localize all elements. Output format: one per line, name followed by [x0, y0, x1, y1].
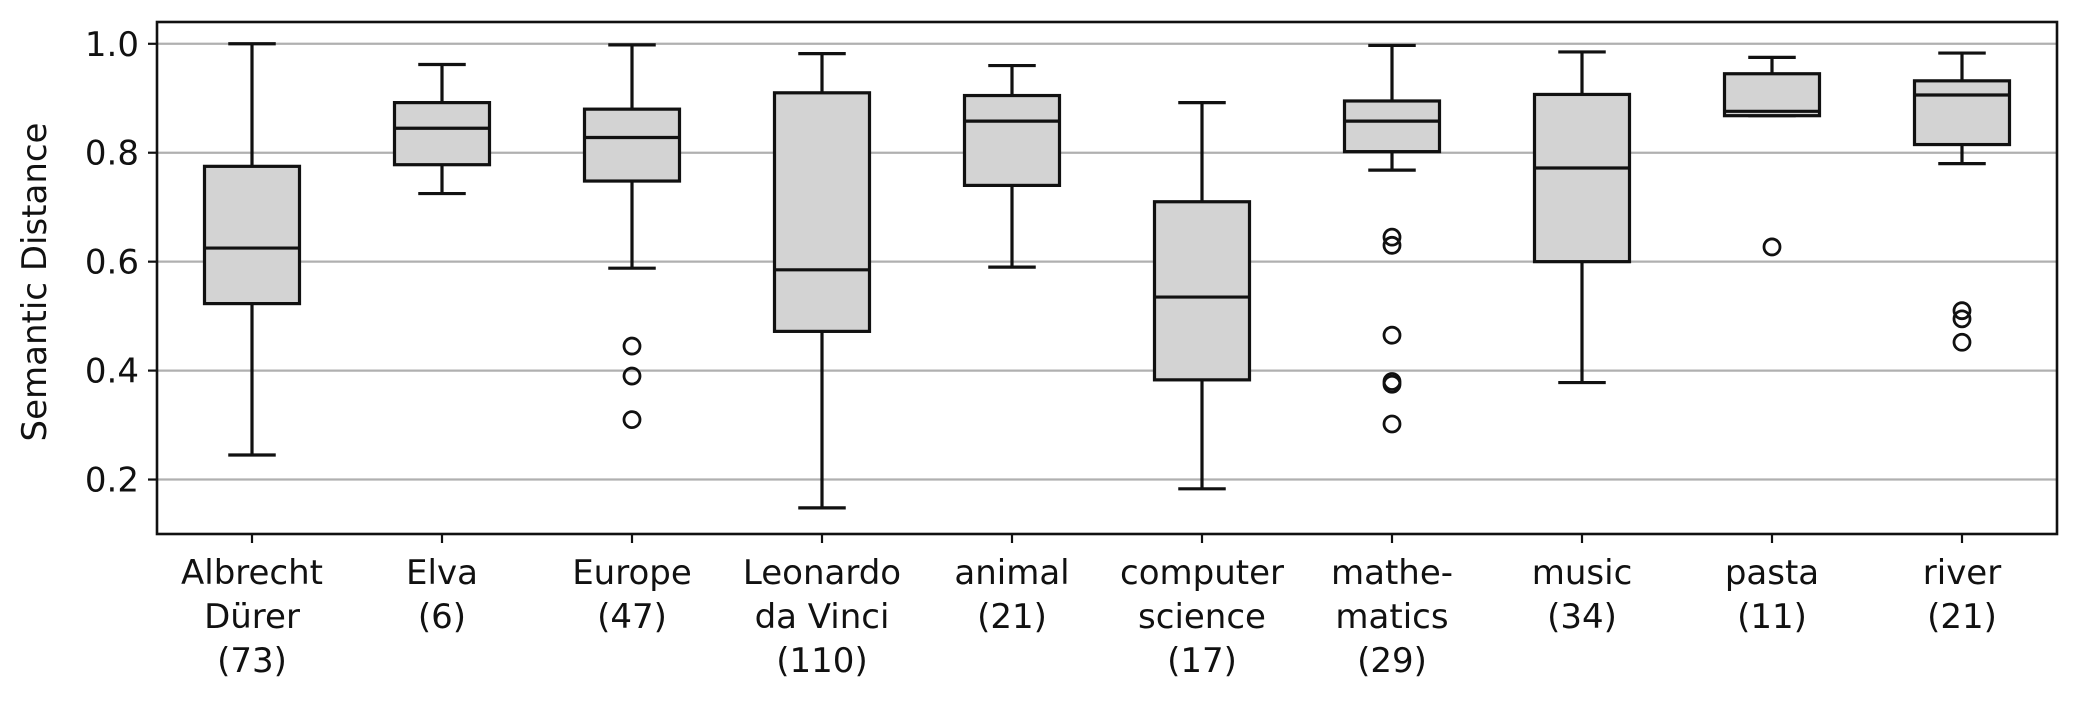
iqr-box — [582, 107, 682, 183]
y-axis-label: Semantic Distance — [15, 123, 55, 442]
y-axis: 0.2 0.4 0.6 0.8 1.0 — [85, 25, 157, 501]
x-tick-label-line: Leonardo — [743, 553, 901, 593]
x-tick-label-line: river — [1923, 553, 2001, 593]
x-tick-label-line: science — [1138, 597, 1266, 637]
outlier-point — [1382, 227, 1402, 247]
x-tick-label-line: (34) — [1547, 597, 1617, 637]
iqr-box — [962, 93, 1062, 188]
box-3 — [772, 51, 872, 510]
box-4 — [962, 63, 1062, 269]
x-tick-label-line: Elva — [406, 553, 478, 593]
plot-frame — [155, 20, 2059, 536]
y-tick-label: 0.4 — [85, 352, 139, 392]
x-tick-label-line: (17) — [1167, 641, 1237, 681]
x-tick-label: Leonardo da Vinci (110) — [743, 553, 901, 681]
x-tick-label: mathe-matics (29) — [1331, 553, 1453, 681]
x-tick-label-line: matics — [1335, 597, 1448, 637]
box-8 — [1722, 55, 1822, 257]
box-5 — [1152, 101, 1252, 491]
box-9 — [1912, 51, 2012, 352]
iqr-box — [202, 164, 302, 306]
x-tick-label-line: (21) — [1927, 597, 1997, 637]
x-tick-label-line: pasta — [1725, 553, 1819, 593]
x-tick-label-line: (11) — [1737, 597, 1807, 637]
outlier-point — [622, 366, 642, 386]
iqr-box — [1532, 92, 1632, 264]
outlier-point — [622, 410, 642, 430]
x-tick-label: computer science (17) — [1120, 553, 1284, 681]
outlier-point — [1952, 309, 1972, 329]
x-tick-label: river (21) — [1923, 553, 2001, 637]
iqr-box — [1722, 72, 1822, 118]
x-tick-label-line: (47) — [597, 597, 667, 637]
outlier-point — [622, 336, 642, 356]
x-tick-label-line: (29) — [1357, 641, 1427, 681]
outlier-point — [1952, 301, 1972, 321]
x-tick-label-line: mathe- — [1331, 553, 1453, 593]
x-axis: Albrecht Dürer (73) Elva (6) Europe (47) Leonar… — [181, 534, 2001, 681]
iqr-box — [1342, 99, 1442, 154]
box-2 — [582, 43, 682, 430]
outlier-point — [1382, 374, 1402, 394]
x-tick-label: music (34) — [1532, 553, 1633, 637]
x-tick-label-line: Albrecht — [181, 553, 323, 593]
iqr-box — [1912, 79, 2012, 147]
x-tick-label-line: (21) — [977, 597, 1047, 637]
outlier-point — [1382, 414, 1402, 434]
box-1 — [392, 62, 492, 196]
box-0 — [202, 42, 302, 457]
x-tick-label: Europe (47) — [572, 553, 692, 637]
box-6 — [1342, 43, 1442, 434]
x-tick-label-line: (6) — [418, 597, 466, 637]
outlier-point — [1762, 237, 1782, 257]
x-tick-label-line: (110) — [776, 641, 867, 681]
x-tick-label-line: computer — [1120, 553, 1284, 593]
y-tick-label: 1.0 — [85, 25, 139, 65]
x-tick-label: pasta (11) — [1725, 553, 1819, 637]
y-tick-label: 0.2 — [85, 461, 139, 501]
x-tick-label: animal (21) — [954, 553, 1069, 637]
y-tick-label: 0.8 — [85, 134, 139, 174]
outlier-point — [1382, 235, 1402, 255]
x-tick-label: Albrecht Dürer (73) — [181, 553, 323, 681]
iqr-box — [392, 101, 492, 167]
box-7 — [1532, 50, 1632, 385]
outlier-point — [1952, 332, 1972, 352]
box-series — [202, 42, 2012, 510]
x-tick-label-line: music — [1532, 553, 1633, 593]
y-tick-label: 0.6 — [85, 243, 139, 283]
x-tick-label: Elva (6) — [406, 553, 478, 637]
x-tick-label-line: Dürer — [204, 597, 300, 637]
x-tick-label-line: (73) — [217, 641, 287, 681]
iqr-box — [1152, 200, 1252, 382]
iqr-box — [772, 91, 872, 333]
x-tick-label-line: da Vinci — [755, 597, 890, 637]
x-tick-label-line: animal — [954, 553, 1069, 593]
x-tick-label-line: Europe — [572, 553, 692, 593]
outlier-point — [1382, 325, 1402, 345]
